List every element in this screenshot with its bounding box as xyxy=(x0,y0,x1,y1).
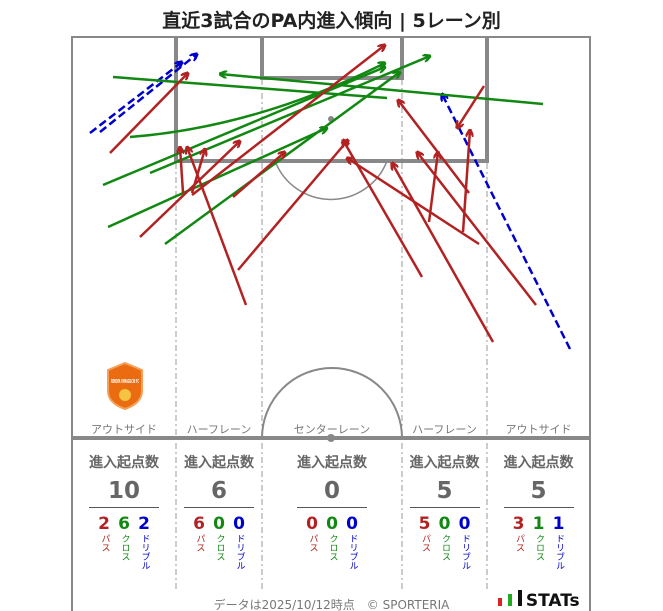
stat-header: 進入起点数 xyxy=(409,455,480,471)
dribble-arrow xyxy=(442,94,572,350)
cross-count: 0 xyxy=(326,514,338,534)
pass-arrow xyxy=(392,163,495,343)
lane-label-center: センターレーン xyxy=(293,423,371,436)
stat-total: 0 xyxy=(297,478,367,508)
dribble-label: ドリブル xyxy=(347,534,358,570)
entry-arrows xyxy=(89,45,572,350)
team-badge: RENOFA YAMAGUCHI FC xyxy=(107,361,143,411)
stat-total: 10 xyxy=(89,478,159,508)
pass-arrow xyxy=(191,45,385,196)
cross-arrow xyxy=(102,67,385,187)
pass-count: 0 xyxy=(306,514,318,534)
penalty-arc xyxy=(274,160,388,201)
cross-arrow xyxy=(220,74,544,106)
stat-header: 進入起点数 xyxy=(297,455,367,471)
stat-total: 5 xyxy=(409,478,480,508)
dribble-count: 0 xyxy=(346,514,358,534)
lane-label-right-outside: アウトサイド xyxy=(505,423,572,436)
dribble-label: ドリブル xyxy=(139,534,150,570)
pass-arrow xyxy=(461,130,470,233)
dribble-count: 0 xyxy=(458,514,471,534)
page-title: 直近3試合のPA内進入傾向 | 5レーン別 xyxy=(162,10,501,32)
pass-count: 2 xyxy=(98,514,110,534)
dribble-count: 0 xyxy=(233,514,245,534)
lane-stats: 進入起点数 6 6 パス 0 クロス 0 ドリブル xyxy=(176,452,262,570)
cross-label: クロス xyxy=(327,534,338,561)
center-circle xyxy=(261,367,403,439)
lane-stats: 進入起点数 0 0 パス 0 クロス 0 ドリブル xyxy=(262,452,402,570)
bars-icon xyxy=(498,590,522,611)
pass-arrow xyxy=(187,147,248,306)
pass-label: パス xyxy=(514,534,524,552)
lane-stats: 進入起点数 5 3 パス 1 クロス 1 ドリブル xyxy=(487,452,590,570)
cross-arrow xyxy=(107,128,327,229)
cross-label: クロス xyxy=(534,534,544,561)
stat-header: 進入起点数 xyxy=(89,455,159,471)
cross-count: 0 xyxy=(438,514,451,534)
pass-count: 5 xyxy=(418,514,431,534)
cross-arrow xyxy=(112,75,388,100)
stat-total: 6 xyxy=(184,478,254,508)
pass-label: パス xyxy=(307,534,318,552)
pass-arrow xyxy=(427,152,438,223)
dribble-label: ドリブル xyxy=(460,534,470,570)
dribble-label: ドリブル xyxy=(234,534,245,570)
cross-label: クロス xyxy=(214,534,225,561)
pitch-outline xyxy=(71,36,591,611)
cross-count: 1 xyxy=(532,514,545,534)
center-spot xyxy=(327,434,335,442)
pass-arrow xyxy=(180,147,183,194)
pass-label: パス xyxy=(194,534,205,552)
pass-count: 3 xyxy=(512,514,525,534)
stat-total: 5 xyxy=(503,478,574,508)
dribble-count: 2 xyxy=(138,514,150,534)
stats-logo: STATs xyxy=(498,590,580,611)
dribble-arrow xyxy=(99,54,197,133)
footer-credit: データは2025/10/12時点 © SPORTERIA xyxy=(213,598,450,611)
cross-count: 6 xyxy=(118,514,130,534)
stat-header: 進入起点数 xyxy=(184,455,254,471)
cross-label: クロス xyxy=(119,534,130,561)
cross-arrow xyxy=(149,56,430,175)
lane-label-left-outside: アウトサイド xyxy=(91,423,157,436)
pass-label: パス xyxy=(99,534,110,552)
brand-name: STATs xyxy=(525,591,580,611)
team-badge-name: RENOFA YAMAGUCHI FC xyxy=(111,379,139,385)
stat-header: 進入起点数 xyxy=(503,455,574,471)
pass-arrow xyxy=(417,152,537,306)
pass-arrow xyxy=(139,141,240,238)
pass-arrow xyxy=(109,73,188,154)
dribble-count: 1 xyxy=(552,514,565,534)
dribble-arrow xyxy=(89,62,182,134)
pass-label: パス xyxy=(420,534,430,552)
pass-arrow xyxy=(457,85,486,128)
pass-arrow xyxy=(237,140,348,271)
goal-area xyxy=(260,37,404,80)
lane-label-left-halfspace: ハーフレーン xyxy=(186,423,252,436)
lane-stats: 進入起点数 5 5 パス 0 クロス 0 ドリブル xyxy=(402,452,487,570)
cross-count: 0 xyxy=(213,514,225,534)
lane-label-right-halfspace: ハーフレーン xyxy=(412,423,477,436)
cross-label: クロス xyxy=(440,534,450,561)
lane-dividers xyxy=(175,37,488,590)
pass-count: 6 xyxy=(193,514,205,534)
pass-arrow xyxy=(347,158,480,246)
pass-arrow xyxy=(232,152,285,198)
dribble-label: ドリブル xyxy=(554,534,564,570)
cross-arrow xyxy=(129,63,385,139)
pass-arrow xyxy=(190,149,205,194)
lane-stats: 進入起点数 10 2 パス 6 クロス 2 ドリブル xyxy=(72,452,176,570)
pass-arrow xyxy=(398,100,470,194)
